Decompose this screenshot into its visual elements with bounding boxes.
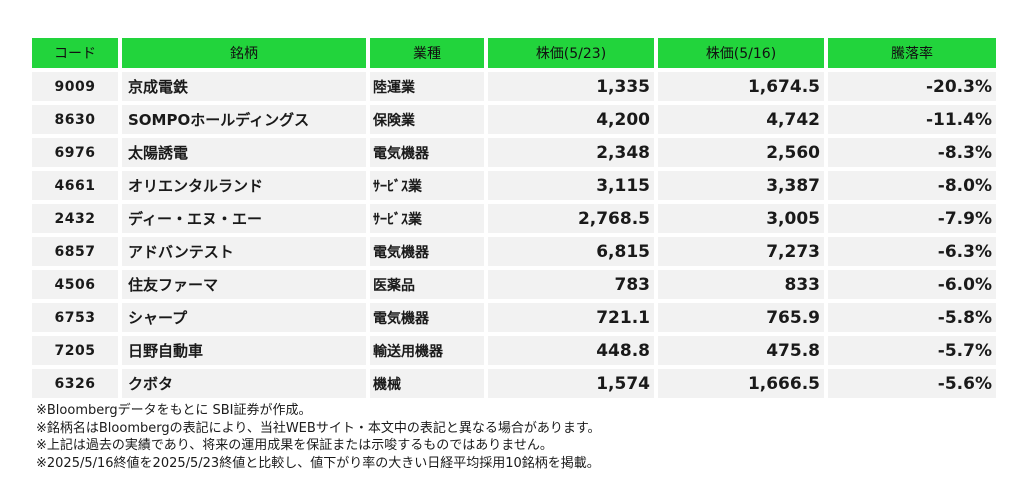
cell-price-0516: 7,273 — [658, 237, 824, 266]
cell-industry: 輸送用機器 — [370, 336, 484, 365]
cell-name: アドバンテスト — [122, 237, 366, 266]
table-body: 9009 京成電鉄 陸運業 1,335 1,674.5 -20.3% 8630 … — [32, 72, 996, 398]
cell-price-0523: 6,815 — [488, 237, 654, 266]
cell-industry: 保険業 — [370, 105, 484, 134]
cell-price-0523: 1,574 — [488, 369, 654, 398]
cell-price-0523: 2,768.5 — [488, 204, 654, 233]
cell-code: 4661 — [32, 171, 118, 200]
cell-change-rate: -5.8% — [828, 303, 996, 332]
table-row: 6326 クボタ 機械 1,574 1,666.5 -5.6% — [32, 369, 996, 398]
cell-name: 住友ファーマ — [122, 270, 366, 299]
header-change-rate: 騰落率 — [828, 38, 996, 68]
cell-code: 6326 — [32, 369, 118, 398]
table-row: 8630 SOMPOホールディングス 保険業 4,200 4,742 -11.4… — [32, 105, 996, 134]
table-row: 6857 アドバンテスト 電気機器 6,815 7,273 -6.3% — [32, 237, 996, 266]
cell-price-0523: 4,200 — [488, 105, 654, 134]
stock-decline-table-container: コード 銘柄 業種 株価(5/23) 株価(5/16) 騰落率 9009 京成電… — [32, 34, 996, 402]
table-row: 9009 京成電鉄 陸運業 1,335 1,674.5 -20.3% — [32, 72, 996, 101]
table-row: 4506 住友ファーマ 医薬品 783 833 -6.0% — [32, 270, 996, 299]
cell-change-rate: -11.4% — [828, 105, 996, 134]
cell-code: 8630 — [32, 105, 118, 134]
cell-change-rate: -8.0% — [828, 171, 996, 200]
footnote-method: ※2025/5/16終値を2025/5/23終値と比較し、値下がり率の大きい日経… — [36, 455, 600, 471]
stock-decline-table: コード 銘柄 業種 株価(5/23) 株価(5/16) 騰落率 9009 京成電… — [28, 34, 1000, 402]
cell-industry: ｻｰﾋﾞｽ業 — [370, 204, 484, 233]
cell-change-rate: -6.3% — [828, 237, 996, 266]
footnote-disclaimer: ※上記は過去の実績であり、将来の運用成果を保証または示唆するものではありません。 — [36, 438, 553, 453]
cell-code: 9009 — [32, 72, 118, 101]
cell-price-0516: 833 — [658, 270, 824, 299]
cell-price-0523: 448.8 — [488, 336, 654, 365]
footnotes: ※Bloombergデータをもとに SBI証券が作成。 ※銘柄名はBloombe… — [36, 402, 996, 472]
cell-price-0516: 765.9 — [658, 303, 824, 332]
header-row: コード 銘柄 業種 株価(5/23) 株価(5/16) 騰落率 — [32, 38, 996, 68]
header-name: 銘柄 — [122, 38, 366, 68]
table-row: 6753 シャープ 電気機器 721.1 765.9 -5.8% — [32, 303, 996, 332]
cell-price-0523: 1,335 — [488, 72, 654, 101]
cell-code: 2432 — [32, 204, 118, 233]
cell-name: 京成電鉄 — [122, 72, 366, 101]
cell-industry: 電気機器 — [370, 303, 484, 332]
cell-price-0523: 721.1 — [488, 303, 654, 332]
cell-price-0523: 783 — [488, 270, 654, 299]
cell-industry: 電気機器 — [370, 237, 484, 266]
cell-code: 6857 — [32, 237, 118, 266]
table-row: 2432 ディー・エヌ・エー ｻｰﾋﾞｽ業 2,768.5 3,005 -7.9… — [32, 204, 996, 233]
cell-change-rate: -7.9% — [828, 204, 996, 233]
cell-change-rate: -5.7% — [828, 336, 996, 365]
cell-code: 7205 — [32, 336, 118, 365]
table-row: 7205 日野自動車 輸送用機器 448.8 475.8 -5.7% — [32, 336, 996, 365]
table-row: 4661 オリエンタルランド ｻｰﾋﾞｽ業 3,115 3,387 -8.0% — [32, 171, 996, 200]
cell-change-rate: -20.3% — [828, 72, 996, 101]
cell-code: 6753 — [32, 303, 118, 332]
header-price-0523: 株価(5/23) — [488, 38, 654, 68]
cell-industry: 医薬品 — [370, 270, 484, 299]
cell-name: クボタ — [122, 369, 366, 398]
cell-industry: 電気機器 — [370, 138, 484, 167]
cell-price-0516: 3,005 — [658, 204, 824, 233]
cell-change-rate: -5.6% — [828, 369, 996, 398]
cell-price-0516: 2,560 — [658, 138, 824, 167]
header-industry: 業種 — [370, 38, 484, 68]
header-code: コード — [32, 38, 118, 68]
cell-name: ディー・エヌ・エー — [122, 204, 366, 233]
cell-name: 日野自動車 — [122, 336, 366, 365]
cell-code: 4506 — [32, 270, 118, 299]
cell-price-0516: 4,742 — [658, 105, 824, 134]
cell-change-rate: -6.0% — [828, 270, 996, 299]
cell-price-0523: 2,348 — [488, 138, 654, 167]
cell-industry: ｻｰﾋﾞｽ業 — [370, 171, 484, 200]
header-price-0516: 株価(5/16) — [658, 38, 824, 68]
footnote-source: ※Bloombergデータをもとに SBI証券が作成。 — [36, 403, 312, 418]
cell-price-0516: 1,666.5 — [658, 369, 824, 398]
cell-name: 太陽誘電 — [122, 138, 366, 167]
cell-change-rate: -8.3% — [828, 138, 996, 167]
cell-price-0516: 1,674.5 — [658, 72, 824, 101]
cell-price-0523: 3,115 — [488, 171, 654, 200]
table-row: 6976 太陽誘電 電気機器 2,348 2,560 -8.3% — [32, 138, 996, 167]
footnote-naming: ※銘柄名はBloombergの表記により、当社WEBサイト・本文中の表記と異なる… — [36, 420, 601, 436]
cell-code: 6976 — [32, 138, 118, 167]
cell-industry: 陸運業 — [370, 72, 484, 101]
cell-price-0516: 475.8 — [658, 336, 824, 365]
cell-name: SOMPOホールディングス — [122, 105, 366, 134]
cell-name: シャープ — [122, 303, 366, 332]
cell-name: オリエンタルランド — [122, 171, 366, 200]
cell-industry: 機械 — [370, 369, 484, 398]
cell-price-0516: 3,387 — [658, 171, 824, 200]
table-header: コード 銘柄 業種 株価(5/23) 株価(5/16) 騰落率 — [32, 38, 996, 68]
